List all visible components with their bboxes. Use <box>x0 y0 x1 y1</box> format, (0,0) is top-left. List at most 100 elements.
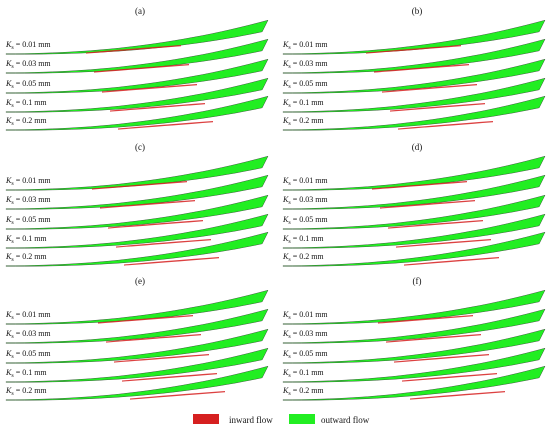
blade-b-4 <box>282 77 546 113</box>
inward-region-a-4 <box>110 103 205 112</box>
inward-region-f-2 <box>386 334 481 343</box>
row-label-f-4: Ks = 0.1 mm <box>282 368 324 379</box>
blade-d-1 <box>282 155 546 191</box>
blade-f-4 <box>282 347 546 383</box>
blade-c-4 <box>5 213 269 249</box>
row-label-c-5: Ks = 0.2 mm <box>5 252 47 263</box>
blade-e-3 <box>5 328 269 364</box>
blade-f-3 <box>282 328 546 364</box>
blade-e-5 <box>5 365 269 401</box>
blade-c-1 <box>5 155 269 191</box>
blade-d-3 <box>282 194 546 230</box>
row-label-f-5: Ks = 0.2 mm <box>282 386 324 397</box>
panel-f: (f) Ks = 0.01 mm Ks = 0.03 mm Ks = 0.05 mm K… <box>282 276 546 401</box>
inward-region-f-5 <box>410 391 505 400</box>
inward-region-c-3 <box>108 220 203 229</box>
legend-inward-swatch <box>193 414 219 424</box>
blade-e-4 <box>5 347 269 383</box>
blade-b-5 <box>282 95 546 131</box>
panel-label-d: (d) <box>412 142 423 152</box>
blade-e-1 <box>5 289 269 325</box>
row-label-c-1: Ks = 0.01 mm <box>5 176 51 187</box>
row-label-b-3: Ks = 0.05 mm <box>282 79 328 90</box>
row-label-b-1: Ks = 0.01 mm <box>282 40 328 51</box>
row-label-d-3: Ks = 0.05 mm <box>282 215 328 226</box>
row-label-a-4: Ks = 0.1 mm <box>5 98 47 109</box>
blade-f-2 <box>282 308 546 344</box>
blade-c-3 <box>5 194 269 230</box>
panel-b: (b) Ks = 0.01 mm Ks = 0.03 mm Ks = 0.05 mm K… <box>282 6 546 131</box>
inward-region-c-1 <box>92 181 187 190</box>
panel-d: (d) Ks = 0.01 mm Ks = 0.03 mm Ks = 0.05 mm K… <box>282 142 546 267</box>
blade-f-1 <box>282 289 546 325</box>
row-label-a-5: Ks = 0.2 mm <box>5 116 47 127</box>
blade-e-2 <box>5 308 269 344</box>
panel-a: (a) Ks = 0.01 mm Ks = 0.03 mm Ks = 0.05 mm K… <box>5 6 269 131</box>
blade-a-5 <box>5 95 269 131</box>
inward-region-f-4 <box>402 373 497 382</box>
blade-d-2 <box>282 174 546 210</box>
inward-region-a-1 <box>86 45 181 54</box>
row-label-f-3: Ks = 0.05 mm <box>282 349 328 360</box>
row-label-a-2: Ks = 0.03 mm <box>5 59 51 70</box>
row-label-e-4: Ks = 0.1 mm <box>5 368 47 379</box>
blade-a-4 <box>5 77 269 113</box>
inward-region-f-1 <box>378 315 473 324</box>
row-label-f-1: Ks = 0.01 mm <box>282 310 328 321</box>
inward-region-c-5 <box>124 257 219 266</box>
legend-inward-label: inward flow <box>229 415 273 425</box>
inward-region-b-5 <box>398 121 493 130</box>
row-label-a-1: Ks = 0.01 mm <box>5 40 51 51</box>
panel-label-c: (c) <box>135 142 145 152</box>
inward-region-d-3 <box>388 220 483 229</box>
row-label-e-3: Ks = 0.05 mm <box>5 349 51 360</box>
row-label-d-2: Ks = 0.03 mm <box>282 195 328 206</box>
legend: inward flow outward flow <box>193 414 370 425</box>
inward-region-e-5 <box>130 391 225 400</box>
panel-e: (e) Ks = 0.01 mm Ks = 0.03 mm Ks = 0.05 mm K… <box>5 276 269 401</box>
blade-a-3 <box>5 58 269 94</box>
inward-region-d-1 <box>372 181 467 190</box>
inward-region-d-4 <box>396 239 491 248</box>
inward-region-a-3 <box>102 84 197 93</box>
blade-c-2 <box>5 174 269 210</box>
row-label-b-2: Ks = 0.03 mm <box>282 59 328 70</box>
blade-a-2 <box>5 38 269 74</box>
inward-region-c-4 <box>116 239 211 248</box>
row-label-c-4: Ks = 0.1 mm <box>5 234 47 245</box>
blade-b-2 <box>282 38 546 74</box>
row-label-a-3: Ks = 0.05 mm <box>5 79 51 90</box>
panel-label-a: (a) <box>135 6 145 16</box>
panels-group: (a) Ks = 0.01 mm Ks = 0.03 mm Ks = 0.05 mm K… <box>5 6 546 401</box>
blade-d-5 <box>282 231 546 267</box>
inward-region-b-3 <box>382 84 477 93</box>
row-label-e-1: Ks = 0.01 mm <box>5 310 51 321</box>
inward-region-b-4 <box>390 103 485 112</box>
inward-region-e-3 <box>114 354 209 363</box>
blade-b-3 <box>282 58 546 94</box>
panel-label-f: (f) <box>413 276 422 286</box>
row-label-d-4: Ks = 0.1 mm <box>282 234 324 245</box>
row-label-d-1: Ks = 0.01 mm <box>282 176 328 187</box>
panel-c: (c) Ks = 0.01 mm Ks = 0.03 mm Ks = 0.05 mm K… <box>5 142 269 267</box>
inward-region-f-3 <box>394 354 489 363</box>
row-label-b-5: Ks = 0.2 mm <box>282 116 324 127</box>
row-label-b-4: Ks = 0.1 mm <box>282 98 324 109</box>
legend-outward-label: outward flow <box>321 415 370 425</box>
panel-label-e: (e) <box>135 276 145 286</box>
blade-f-5 <box>282 365 546 401</box>
inward-region-e-4 <box>122 373 217 382</box>
inward-region-e-2 <box>106 334 201 343</box>
legend-outward-swatch <box>289 414 315 424</box>
inward-region-a-5 <box>118 121 213 130</box>
inward-region-c-2 <box>100 200 195 209</box>
inward-region-e-1 <box>98 315 193 324</box>
row-label-f-2: Ks = 0.03 mm <box>282 329 328 340</box>
inward-region-a-2 <box>94 64 189 73</box>
inward-region-d-5 <box>404 257 499 266</box>
row-label-e-5: Ks = 0.2 mm <box>5 386 47 397</box>
row-label-c-3: Ks = 0.05 mm <box>5 215 51 226</box>
blade-d-4 <box>282 213 546 249</box>
blade-c-5 <box>5 231 269 267</box>
